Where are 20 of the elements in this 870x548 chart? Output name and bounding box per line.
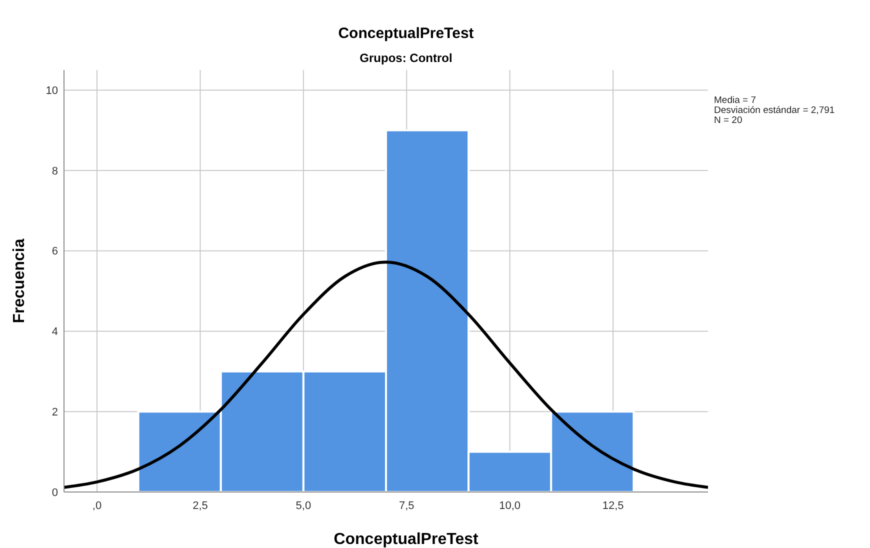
chart-title: ConceptualPreTest [338,25,474,42]
line-series [62,260,710,489]
x-tick-label: 12,5 [602,500,624,512]
y-tick-label: 0 [52,486,58,499]
text: N = 20 [714,115,742,126]
y-tick-label: 6 [52,246,58,258]
y-tick-label: 4 [52,326,58,338]
y-tick-label: 8 [52,165,58,178]
y-axis-title: Frecuencia [11,238,28,324]
text: Desviación estándar = 2,791 [714,105,835,116]
x-tick-label: 10,0 [499,500,521,512]
x-tick-label: 5,0 [296,500,312,512]
x-tick-label: 7,5 [398,500,414,512]
y-tick-label: 2 [52,406,58,418]
x-tick-label: ,0 [92,500,102,512]
y-tick-label: 10 [46,84,58,97]
text: Media = 7 [714,95,756,106]
chart-subtitle: Grupos: Control [360,51,452,65]
x-tick-label: 2,5 [192,500,208,512]
x-axis-title: ConceptualPreTest [334,531,479,548]
